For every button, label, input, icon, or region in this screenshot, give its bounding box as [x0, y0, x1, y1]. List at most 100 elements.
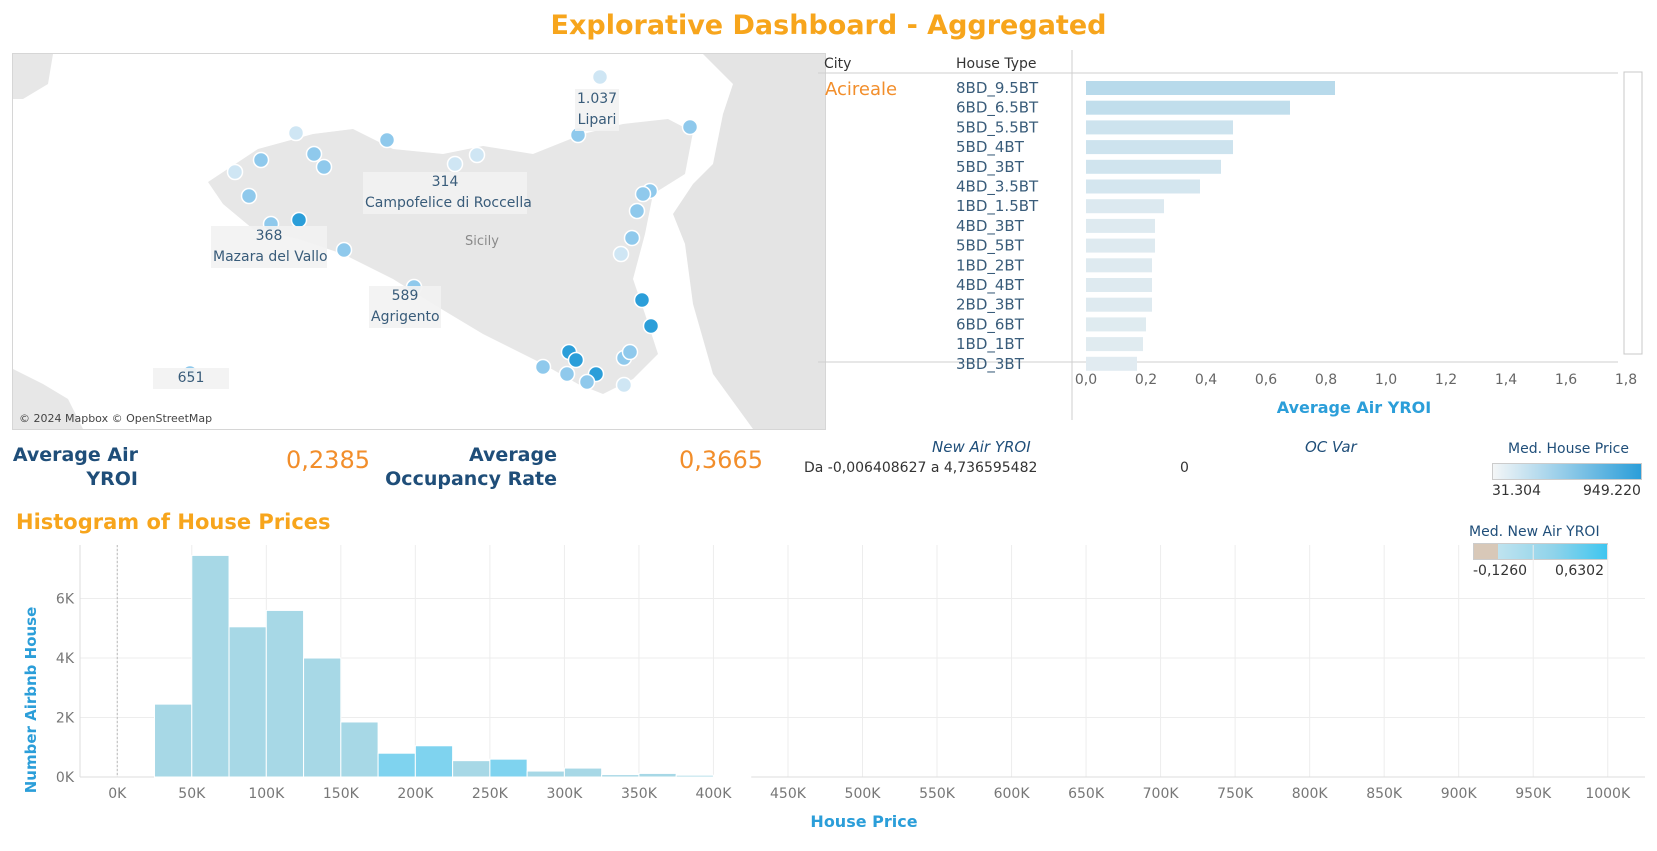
hist-y-ticks: 0K 2K 4K 6K [56, 592, 75, 786]
bar-rows: 8BD_9.5BT6BD_6.5BT5BD_5.5BT5BD_4BT5BD_3B… [956, 79, 1335, 374]
map-callout-city: Lipari [577, 112, 617, 128]
map-point[interactable] [623, 229, 641, 247]
map-point[interactable] [558, 365, 576, 383]
map-point[interactable] [567, 351, 585, 369]
map-point[interactable] [335, 241, 353, 259]
legend-new-air-yroi-max: 0,6302 [1555, 563, 1604, 579]
house-type-bar[interactable] [1086, 218, 1155, 233]
map-point[interactable] [468, 146, 486, 164]
house-type-bar[interactable] [1086, 297, 1152, 312]
house-type-bar[interactable] [1086, 317, 1146, 332]
sicily-map[interactable]: Sicily 1.037 Lipari 314 Campofelice di R… [12, 53, 826, 430]
hist-y-tick-label: 2K [56, 711, 75, 727]
hist-bar[interactable] [675, 774, 714, 778]
house-type-label: 5BD_5BT [956, 237, 1025, 256]
hist-bar[interactable] [191, 554, 230, 778]
hist-bar[interactable] [638, 772, 677, 778]
house-type-bar[interactable] [1086, 179, 1200, 194]
house-type-bar[interactable] [1086, 278, 1152, 292]
hist-bar[interactable] [452, 760, 491, 778]
map-point[interactable] [378, 131, 396, 149]
map-point[interactable] [315, 158, 333, 176]
map-point[interactable] [681, 118, 699, 136]
map-callout-campofelice[interactable]: 314 Campofelice di Roccella [363, 172, 532, 214]
map-callout-city: Mazara del Vallo [213, 249, 328, 265]
hist-bar[interactable] [265, 609, 305, 778]
map-point[interactable] [633, 291, 651, 309]
legend-house-price-ramp [1492, 463, 1642, 480]
hist-x-tick-label: 850K [1366, 786, 1403, 802]
house-type-label: 6BD_6.5BT [956, 99, 1039, 118]
map-region-label: Sicily [465, 234, 499, 249]
bar-x-tick-label: 0,0 [1075, 372, 1097, 388]
hist-bar[interactable] [414, 745, 454, 778]
house-type-label: 1BD_1.5BT [956, 197, 1039, 216]
hist-bar[interactable] [712, 775, 752, 778]
filter-oc-var-value[interactable]: 0 [1180, 460, 1189, 476]
hist-y-tick-label: 4K [56, 651, 75, 667]
hist-bar[interactable] [228, 626, 267, 778]
bar-x-tick-label: 1,0 [1375, 372, 1397, 388]
hist-bar[interactable] [601, 774, 640, 778]
house-price-histogram[interactable]: 0K 50K 100K 150K 200K 250K 300K 350K 400K 450K 500… [0, 540, 1657, 845]
map-point[interactable] [252, 151, 270, 169]
map-canvas [13, 54, 825, 429]
filter-new-air-yroi-range[interactable]: Da -0,006408627 a 4,736595482 [804, 460, 1038, 476]
house-type-label: 3BD_3BT [956, 355, 1025, 374]
hist-bar[interactable] [377, 752, 416, 778]
map-point[interactable] [615, 376, 633, 394]
map-point[interactable] [591, 68, 609, 86]
map-callout-value: 314 [431, 174, 459, 190]
map-point[interactable] [621, 343, 639, 361]
hist-bar[interactable] [303, 657, 342, 778]
map-callout-651[interactable]: 651 [153, 368, 229, 389]
house-type-bar[interactable] [1086, 337, 1143, 352]
house-type-bar[interactable] [1086, 356, 1137, 371]
map-point[interactable] [628, 202, 646, 220]
house-type-bar[interactable] [1086, 159, 1221, 174]
house-type-bar[interactable] [1086, 81, 1335, 95]
hist-bar[interactable] [340, 721, 379, 778]
map-callout-mazara[interactable]: 368 Mazara del Vallo [211, 226, 328, 268]
house-type-bar[interactable] [1086, 140, 1233, 155]
house-type-label: 1BD_1BT [956, 335, 1025, 354]
hist-bar[interactable] [526, 770, 565, 778]
house-type-bar[interactable] [1086, 199, 1164, 214]
map-callout-lipari[interactable]: 1.037 Lipari [575, 89, 620, 131]
legend-house-price-title: Med. House Price [1508, 441, 1629, 457]
map-point[interactable] [446, 155, 464, 173]
house-type-bar[interactable] [1086, 258, 1152, 273]
hist-bar[interactable] [563, 767, 603, 778]
map-point[interactable] [534, 358, 552, 376]
map-callout-value: 651 [177, 370, 205, 386]
map-point[interactable] [634, 185, 652, 203]
map-point[interactable] [226, 163, 244, 181]
hist-x-tick-label: 550K [919, 786, 956, 802]
col-header-house-type: House Type [956, 56, 1036, 72]
map-point[interactable] [642, 317, 660, 335]
map-point[interactable] [612, 245, 630, 263]
hist-x-tick-label: 250K [472, 786, 509, 802]
bar-x-tick-label: 1,6 [1555, 372, 1577, 388]
hist-x-ticks: 0K 50K 100K 150K 200K 250K 300K 350K 400K 450K 500… [108, 786, 1631, 802]
map-callout-value: 368 [255, 228, 283, 244]
house-type-bar[interactable] [1086, 238, 1155, 253]
map-point[interactable] [578, 373, 596, 391]
hist-bar[interactable] [489, 758, 528, 778]
map-point[interactable] [240, 187, 258, 205]
map-point[interactable] [287, 124, 305, 142]
bar-x-tick-label: 1,4 [1495, 372, 1517, 388]
legend-house-price-min: 31.304 [1492, 483, 1541, 499]
map-callout-city: Agrigento [371, 309, 440, 325]
house-type-bar[interactable] [1086, 100, 1290, 115]
house-type-bar-chart[interactable]: City House Type Acireale 8BD_9.5BT6BD_6.… [818, 50, 1657, 420]
filter-new-air-yroi-title: New Air YROI [932, 438, 1031, 456]
hist-x-tick-label: 350K [621, 786, 658, 802]
kpi-label-line1: Average Air [12, 444, 138, 466]
map-point[interactable] [305, 145, 323, 163]
hist-bar[interactable] [154, 703, 193, 778]
hist-x-tick-label: 1000K [1585, 786, 1631, 802]
scrollbar[interactable] [1623, 71, 1643, 355]
map-callout-agrigento[interactable]: 589 Agrigento [369, 286, 441, 328]
house-type-bar[interactable] [1086, 120, 1233, 135]
